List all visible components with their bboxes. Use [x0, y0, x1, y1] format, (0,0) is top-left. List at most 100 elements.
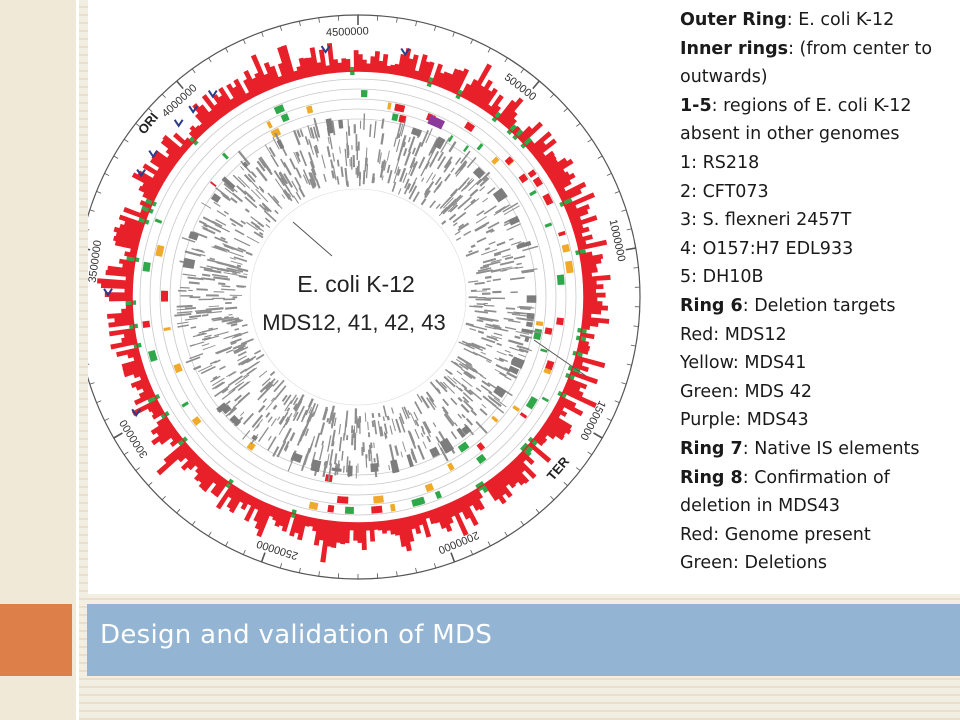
scale-tick [96, 190, 102, 194]
scale-tick [535, 508, 540, 514]
scale-tick [279, 563, 283, 569]
red-bar [467, 492, 481, 512]
is-element-mark [233, 331, 249, 338]
is-element-mark [309, 127, 315, 139]
green-bar [141, 205, 154, 214]
red-bar [446, 68, 460, 91]
is-element-mark [498, 204, 510, 213]
is-element-mark [278, 442, 285, 453]
red-bar [166, 154, 178, 165]
red-bar [512, 125, 521, 135]
is-element-mark [386, 150, 390, 161]
is-element-mark [476, 171, 491, 186]
red-bar [365, 522, 371, 531]
is-element-mark [230, 323, 238, 327]
is-element-mark [435, 150, 440, 157]
is-element-mark [521, 269, 535, 274]
scale-tick [450, 552, 456, 563]
red-bar [254, 72, 267, 93]
is-element-mark [452, 195, 464, 206]
is-element-mark [295, 151, 300, 157]
is-element-mark [365, 164, 369, 179]
red-bar [124, 288, 133, 294]
is-element-mark [304, 428, 310, 437]
is-element-mark [234, 374, 250, 386]
is-element-mark [209, 257, 216, 261]
is-element-mark [213, 201, 221, 207]
is-element-mark [485, 228, 494, 234]
is-element-mark [498, 372, 507, 378]
is-element-mark [448, 194, 462, 208]
is-element-mark [493, 210, 502, 216]
is-element-mark [488, 391, 501, 401]
is-element-mark [272, 137, 280, 150]
is-element-mark [223, 272, 240, 276]
is-element-mark [376, 453, 380, 466]
red-bar [557, 187, 566, 195]
red-bar [345, 58, 351, 72]
is-element-mark [195, 309, 208, 312]
red-bar [158, 429, 178, 445]
region-mark [154, 218, 163, 224]
is-element-mark [219, 365, 226, 371]
red-bar [307, 57, 316, 76]
is-element-mark [295, 191, 302, 201]
gray-block [242, 161, 249, 168]
scale-tick [587, 451, 593, 456]
red-bar [427, 510, 436, 525]
is-element-mark [481, 380, 491, 388]
is-element-mark [493, 252, 502, 257]
red-bar [576, 234, 593, 243]
red-bar [118, 214, 145, 228]
is-element-mark [402, 141, 407, 148]
is-element-mark [279, 411, 289, 425]
red-bar [369, 56, 376, 72]
is-element-mark [258, 157, 267, 168]
scale-tick [563, 482, 568, 486]
is-element-mark [479, 408, 488, 416]
is-element-mark [439, 447, 449, 462]
region-mark [273, 104, 285, 115]
is-element-mark [223, 194, 232, 202]
scale-tick [593, 432, 603, 439]
is-element-mark [182, 273, 197, 277]
region-mark [491, 156, 500, 165]
is-element-mark [236, 285, 247, 288]
is-element-mark [484, 304, 495, 307]
is-element-mark [228, 383, 241, 394]
is-element-mark [313, 146, 319, 158]
is-element-mark [240, 338, 254, 345]
region-mark [532, 176, 544, 188]
is-element-mark [237, 150, 251, 166]
is-element-mark [185, 356, 201, 364]
is-element-mark [426, 172, 434, 184]
is-element-mark [232, 174, 246, 188]
green-bar [520, 137, 533, 149]
is-element-mark [518, 305, 532, 308]
is-element-mark [521, 268, 538, 272]
is-element-mark [205, 269, 213, 273]
is-element-mark [455, 237, 462, 241]
is-element-mark [474, 281, 485, 285]
is-element-mark [409, 431, 416, 444]
legend-line: Inner rings: (from center to [680, 39, 932, 59]
red-bar [464, 78, 479, 100]
legend-line: Green: MDS 42 [680, 382, 812, 402]
is-element-mark [364, 412, 367, 422]
is-element-mark [463, 347, 478, 356]
red-bar [243, 78, 256, 98]
region-mark [163, 326, 171, 332]
green-bar [147, 393, 161, 404]
is-element-mark [460, 150, 471, 164]
red-bar [243, 498, 259, 522]
is-element-mark [202, 344, 216, 351]
is-element-mark [278, 172, 287, 184]
is-element-mark [201, 314, 209, 317]
red-bar [572, 224, 584, 232]
scale-tick [279, 25, 283, 31]
region-mark [540, 348, 548, 353]
red-bar [442, 505, 454, 525]
is-element-mark [214, 331, 229, 337]
is-element-mark [203, 224, 208, 228]
scale-tick [452, 31, 455, 37]
